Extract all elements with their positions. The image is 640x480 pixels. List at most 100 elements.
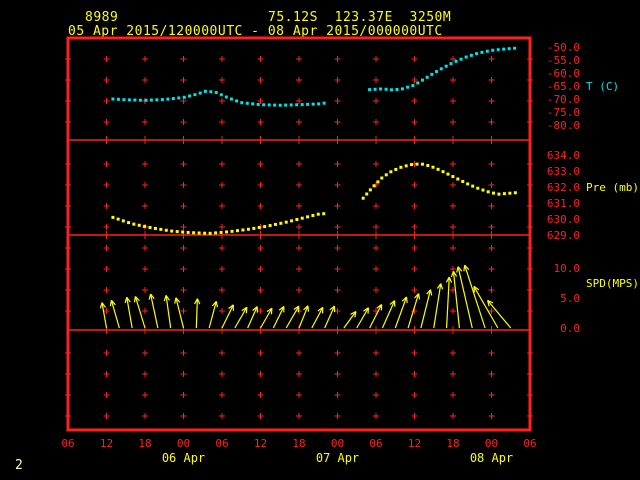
wind-arrow-head (445, 276, 450, 283)
pressure-tick-label: 630.0 (547, 213, 580, 226)
pressure-dot (159, 227, 163, 231)
temperature-dot (384, 87, 388, 91)
wind-arrow-head (418, 293, 421, 300)
pressure-dot (295, 218, 299, 222)
wind-arrow-shaft (394, 296, 408, 329)
wind-arrow-shaft (221, 304, 234, 329)
pressure-tick-label: 629.0 (547, 229, 580, 242)
pressure-dot (365, 192, 369, 196)
wind-arrow-head (110, 299, 116, 306)
pressure-dot (404, 164, 408, 168)
temperature-dot (262, 103, 266, 107)
temperature-tick-label: -60.0 (547, 67, 580, 80)
pressure-dot (384, 173, 388, 177)
wind-arrow-head (134, 296, 140, 302)
temperature-dot (300, 103, 304, 107)
temperature-dot (395, 87, 399, 91)
pressure-dot (273, 222, 277, 226)
x-axis-date-label: 06 Apr (162, 451, 205, 465)
wind-arrow-shaft (420, 289, 432, 329)
x-axis-hour-label: 18 (292, 437, 305, 450)
pressure-dot (361, 196, 365, 200)
temperature-dot (116, 97, 120, 101)
wind-arrow-head (487, 300, 490, 307)
x-axis-hour-label: 12 (408, 437, 421, 450)
wind-arrow-head (363, 307, 369, 312)
wind-arrow-head (450, 271, 455, 278)
x-axis-hour-label: 12 (254, 437, 267, 450)
pressure-dot (111, 215, 115, 219)
pressure-dot (148, 226, 152, 230)
wind-arrow-head (429, 289, 433, 296)
pressure-dot (203, 231, 207, 235)
temperature-dot (390, 88, 394, 92)
pressure-dot (466, 182, 470, 186)
wind-arrow-shaft (407, 293, 420, 329)
wind-arrow-head (401, 296, 407, 302)
pressure-dot (322, 212, 326, 216)
pressure-dot (380, 176, 384, 180)
wind-arrow-shaft (272, 306, 285, 329)
pressure-dot (290, 219, 294, 223)
pressure-tick-label: 632.0 (547, 181, 580, 194)
pressure-dot (389, 170, 393, 174)
wind-arrow-head (99, 302, 103, 309)
station-id: 8989 (85, 10, 119, 25)
x-axis-hour-label: 06 (61, 437, 74, 450)
wind-arrow-head (376, 303, 382, 309)
temperature-dot (496, 48, 500, 52)
temperature-dot (166, 97, 170, 101)
temperature-tick-label: -50.0 (547, 41, 580, 54)
temperature-dot (475, 52, 479, 56)
pressure-dot (410, 163, 414, 167)
pressure-dot (164, 228, 168, 232)
temperature-dot (289, 103, 293, 107)
wind-arrow-head (452, 270, 458, 277)
pressure-dot (121, 219, 125, 223)
pressure-dot (456, 177, 460, 181)
pressure-dot (306, 215, 310, 219)
temperature-dot (507, 47, 511, 51)
wind-arrow-shaft (150, 293, 159, 329)
wind-arrow-head (126, 296, 131, 303)
temperature-dot (379, 87, 383, 91)
temperature-dot (245, 101, 249, 105)
pressure-dot (153, 226, 157, 230)
temperature-dot (306, 102, 310, 106)
wind-arrow-head (389, 300, 396, 305)
temperature-dot (198, 91, 202, 95)
temperature-dot (295, 103, 299, 107)
wind-arrow-head (196, 298, 201, 305)
temperature-dot (177, 96, 181, 100)
wind-arrow-shaft (259, 307, 273, 329)
temperature-axis-title: T (C) (586, 80, 619, 93)
temperature-dot (144, 98, 148, 102)
temperature-dot (133, 98, 137, 102)
pressure-dot (311, 214, 315, 218)
wind-arrow-shaft (452, 271, 461, 329)
pressure-dot (415, 162, 419, 166)
wind-arrow-shaft (473, 286, 499, 329)
temperature-dot (203, 89, 207, 93)
pressure-dot (372, 184, 376, 188)
wind-arrow-head (266, 307, 273, 313)
wind-arrow-shaft (487, 300, 512, 329)
temperature-dot (224, 95, 228, 99)
temperature-dot (171, 97, 175, 101)
wind-arrow-shaft (175, 297, 185, 329)
wind-arrow-head (228, 304, 234, 309)
pressure-dot (219, 230, 223, 234)
pressure-dot (497, 192, 501, 196)
temperature-dot (111, 97, 115, 101)
temperature-dot (229, 97, 233, 101)
temperature-dot (240, 101, 244, 105)
wind-arrow-head (487, 299, 494, 304)
temperature-dot (188, 94, 192, 98)
wind-arrow-head (109, 300, 112, 307)
temperature-dot (284, 103, 288, 107)
pressure-dot (426, 164, 430, 168)
wind-arrow-head (211, 300, 217, 307)
x-axis-hour-label: 00 (177, 437, 190, 450)
x-axis-hour-label: 12 (100, 437, 113, 450)
pressure-dot (116, 217, 120, 221)
